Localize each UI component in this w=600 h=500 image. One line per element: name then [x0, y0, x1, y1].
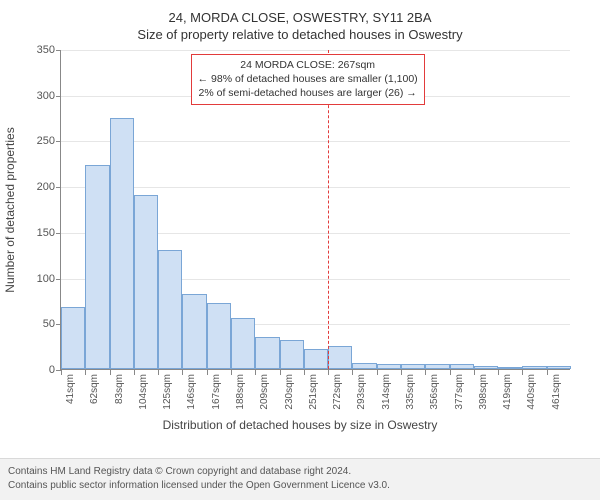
gridline — [61, 187, 570, 188]
histogram-bar — [547, 366, 571, 369]
x-tick-label: 230sqm — [284, 374, 295, 410]
x-tick-mark — [377, 370, 378, 375]
x-tick-mark — [85, 370, 86, 375]
y-tick-mark — [56, 279, 61, 280]
x-tick-label: 272sqm — [332, 374, 343, 410]
x-tick-mark — [255, 370, 256, 375]
y-tick-mark — [56, 187, 61, 188]
x-tick-label: 83sqm — [114, 374, 125, 404]
x-tick-mark — [207, 370, 208, 375]
histogram-bar — [401, 364, 425, 369]
histogram-bar — [61, 307, 85, 369]
y-tick-mark — [56, 50, 61, 51]
histogram-bar — [255, 337, 279, 369]
y-tick-mark — [56, 233, 61, 234]
x-tick-label: 419sqm — [502, 374, 513, 410]
x-axis-label: Distribution of detached houses by size … — [0, 418, 600, 432]
x-tick-label: 356sqm — [429, 374, 440, 410]
x-tick-label: 104sqm — [138, 374, 149, 410]
annotation-line1: 24 MORDA CLOSE: 267sqm — [198, 58, 418, 72]
x-tick-mark — [450, 370, 451, 375]
y-tick-label: 350 — [15, 44, 55, 56]
y-axis-label: Number of detached properties — [3, 127, 17, 292]
histogram-bar — [522, 366, 546, 369]
y-tick-label: 200 — [15, 181, 55, 193]
histogram-bar — [304, 349, 328, 369]
x-tick-label: 188sqm — [235, 374, 246, 410]
y-tick-label: 250 — [15, 135, 55, 147]
x-tick-mark — [547, 370, 548, 375]
y-tick-mark — [56, 96, 61, 97]
x-tick-label: 125sqm — [162, 374, 173, 410]
histogram-bar — [498, 367, 522, 369]
histogram-bar — [425, 364, 449, 369]
y-tick-mark — [56, 141, 61, 142]
footer-attribution: Contains HM Land Registry data © Crown c… — [0, 458, 600, 500]
x-tick-label: 377sqm — [454, 374, 465, 410]
x-tick-mark — [134, 370, 135, 375]
histogram-bar — [134, 195, 158, 369]
x-tick-mark — [425, 370, 426, 375]
histogram-bar — [352, 363, 376, 369]
footer-line2: Contains public sector information licen… — [8, 479, 592, 493]
x-tick-mark — [498, 370, 499, 375]
histogram-bar — [182, 294, 206, 369]
annotation-line3: 2% of semi-detached houses are larger (2… — [198, 86, 418, 100]
histogram-bar — [450, 364, 474, 369]
x-tick-label: 146sqm — [186, 374, 197, 410]
x-tick-mark — [328, 370, 329, 375]
x-tick-mark — [182, 370, 183, 375]
footer-line1: Contains HM Land Registry data © Crown c… — [8, 465, 592, 479]
chart-title-address: 24, MORDA CLOSE, OSWESTRY, SY11 2BA — [0, 10, 600, 25]
x-tick-label: 62sqm — [89, 374, 100, 404]
x-tick-mark — [231, 370, 232, 375]
x-tick-mark — [110, 370, 111, 375]
x-tick-label: 293sqm — [356, 374, 367, 410]
x-tick-label: 461sqm — [551, 374, 562, 410]
histogram-bar — [328, 346, 352, 369]
x-tick-label: 209sqm — [259, 374, 270, 410]
x-tick-mark — [352, 370, 353, 375]
gridline — [61, 50, 570, 51]
histogram-bar — [377, 364, 401, 369]
histogram-bar — [280, 340, 304, 369]
histogram-bar — [85, 165, 109, 369]
histogram-bar — [158, 250, 182, 369]
x-tick-mark — [61, 370, 62, 375]
x-tick-label: 251sqm — [308, 374, 319, 410]
x-tick-mark — [304, 370, 305, 375]
chart-area: Number of detached properties 0501001502… — [60, 50, 570, 370]
histogram-bar — [110, 118, 134, 369]
x-tick-label: 398sqm — [478, 374, 489, 410]
chart-title-subtitle: Size of property relative to detached ho… — [0, 27, 600, 42]
plot-area: 05010015020025030035041sqm62sqm83sqm104s… — [60, 50, 570, 370]
chart-title-block: 24, MORDA CLOSE, OSWESTRY, SY11 2BA Size… — [0, 0, 600, 42]
y-tick-label: 0 — [15, 364, 55, 376]
x-tick-label: 41sqm — [65, 374, 76, 404]
x-tick-mark — [158, 370, 159, 375]
x-tick-label: 440sqm — [526, 374, 537, 410]
x-tick-label: 335sqm — [405, 374, 416, 410]
x-tick-mark — [522, 370, 523, 375]
gridline — [61, 141, 570, 142]
x-tick-label: 167sqm — [211, 374, 222, 410]
histogram-bar — [207, 303, 231, 369]
histogram-bar — [474, 366, 498, 369]
y-tick-label: 50 — [15, 318, 55, 330]
histogram-bar — [231, 318, 255, 369]
annotation-line2: ← 98% of detached houses are smaller (1,… — [198, 72, 418, 86]
x-tick-mark — [280, 370, 281, 375]
y-tick-label: 150 — [15, 227, 55, 239]
marker-annotation: 24 MORDA CLOSE: 267sqm ← 98% of detached… — [191, 54, 425, 105]
x-tick-mark — [474, 370, 475, 375]
y-tick-label: 300 — [15, 90, 55, 102]
x-tick-mark — [401, 370, 402, 375]
x-tick-label: 314sqm — [381, 374, 392, 410]
y-tick-label: 100 — [15, 273, 55, 285]
